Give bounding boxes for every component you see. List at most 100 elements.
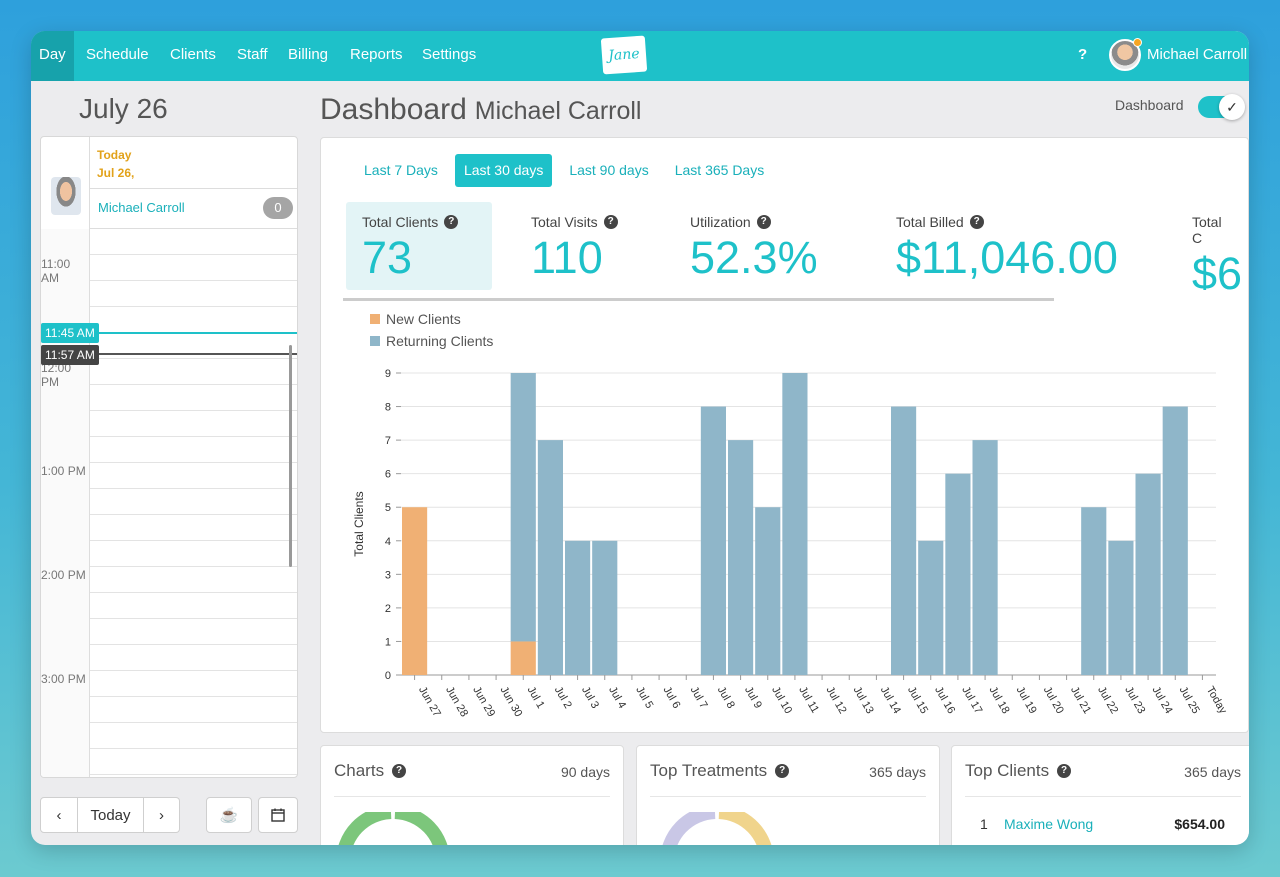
dashboard-toggle[interactable]: ✓ xyxy=(1198,94,1245,120)
calendar-scrollbar[interactable] xyxy=(289,345,292,567)
legend-swatch xyxy=(370,314,380,324)
stat-label: Total Visits xyxy=(531,214,598,230)
x-tick-label: Jul 11 xyxy=(796,685,821,716)
x-tick-label: Jul 7 xyxy=(688,685,710,711)
stat-total-billed[interactable]: Total Billed? $11,046.00 xyxy=(880,202,1140,290)
nav-settings[interactable]: Settings xyxy=(422,46,477,63)
x-tick-label: Jul 13 xyxy=(851,685,876,716)
y-tick-label: 5 xyxy=(385,502,391,514)
stat-label: Total Billed xyxy=(896,214,964,230)
cursor-time-tag: 11:57 AM xyxy=(41,345,99,365)
coffee-cup-icon: ☕ xyxy=(219,807,239,824)
provider-avatar xyxy=(51,177,81,215)
bar-returning-clients xyxy=(537,440,563,675)
chevron-left-icon: ‹ xyxy=(56,806,62,824)
chart-legend: New Clients Returning Clients xyxy=(370,308,493,352)
x-tick-label: Jul 15 xyxy=(905,685,930,716)
help-icon[interactable]: ? xyxy=(969,215,984,229)
help-icon[interactable]: ? xyxy=(392,764,407,778)
nav-day[interactable]: Day xyxy=(31,31,74,81)
today-header: Today Jul 26, xyxy=(89,137,297,189)
donut-chart xyxy=(662,812,772,845)
clients-bar-chart: 0 1 2 3 4 5 6 7 8 9 Total Clients Jun 27 Jun 28 Jun 2… xyxy=(352,368,1229,720)
calendar-picker-button[interactable] xyxy=(258,797,298,833)
bar-returning-clients xyxy=(1135,473,1161,675)
provider-name[interactable]: Michael Carroll xyxy=(98,200,185,215)
stat-utilization[interactable]: Utilization? 52.3% xyxy=(674,202,854,290)
help-icon[interactable]: ? xyxy=(1078,46,1088,63)
nav-reports[interactable]: Reports xyxy=(350,46,403,63)
x-tick-label: Jul 17 xyxy=(959,685,984,716)
today-date: Jul 26, xyxy=(97,166,135,180)
app-window: Day Schedule Clients Staff Billing Repor… xyxy=(31,31,1249,845)
bar-returning-clients xyxy=(565,540,591,675)
legend-label: Returning Clients xyxy=(386,333,494,349)
nav-billing[interactable]: Billing xyxy=(288,46,329,63)
top-nav: Day Schedule Clients Staff Billing Repor… xyxy=(31,31,1249,81)
stat-value: 52.3% xyxy=(690,232,818,283)
next-day-button[interactable]: › xyxy=(144,797,180,833)
time-label: 3:00 PM xyxy=(41,672,86,686)
x-tick-label: Jun 28 xyxy=(443,685,470,720)
x-tick-label: Jul 4 xyxy=(606,685,628,711)
nav-schedule[interactable]: Schedule xyxy=(86,46,149,63)
legend-label: New Clients xyxy=(386,311,461,327)
x-tick-label: Jul 21 xyxy=(1068,685,1093,716)
y-tick-label: 2 xyxy=(385,603,391,615)
card-range: 365 days xyxy=(1184,764,1241,780)
x-tick-label: Today xyxy=(1204,685,1229,717)
stat-total-clients[interactable]: Total Clients? 73 xyxy=(346,202,492,290)
checkmark-icon: ✓ xyxy=(1219,94,1245,120)
today-label: Today xyxy=(97,148,132,162)
tab-last-7-days[interactable]: Last 7 Days xyxy=(364,162,438,178)
user-avatar[interactable] xyxy=(1109,38,1142,71)
schedule-grid[interactable] xyxy=(89,229,297,777)
x-tick-label: Jul 23 xyxy=(1122,685,1147,716)
card-range: 90 days xyxy=(560,764,610,780)
stat-total-c[interactable]: Total C $6 xyxy=(1176,202,1248,290)
x-tick-label: Jul 12 xyxy=(823,685,848,716)
break-button[interactable]: ☕ xyxy=(206,797,252,833)
help-icon[interactable]: ? xyxy=(1057,764,1072,778)
card-range: 365 days xyxy=(869,764,926,780)
x-tick-label: Jul 18 xyxy=(986,685,1011,716)
y-tick-label: 8 xyxy=(385,402,391,414)
x-tick-label: Jun 30 xyxy=(497,685,524,720)
donut-chart xyxy=(338,812,448,845)
help-icon[interactable]: ? xyxy=(775,764,790,778)
nav-staff[interactable]: Staff xyxy=(237,46,268,63)
x-tick-label: Jul 25 xyxy=(1177,685,1202,716)
calendar-nav: ‹ Today › ☕ xyxy=(40,797,298,833)
legend-returning-clients[interactable]: Returning Clients xyxy=(370,330,493,352)
user-menu[interactable]: Michael Carroll xyxy=(1147,46,1248,63)
day-date-title: July 26 xyxy=(79,93,168,124)
bar-returning-clients xyxy=(1081,507,1107,675)
jane-logo[interactable]: Jane xyxy=(600,35,648,75)
top-clients-card: Top Clients? 365 days 1 Maxime Wong $654… xyxy=(951,745,1249,845)
time-label: 12:00 PM xyxy=(41,361,72,389)
tab-last-30-days[interactable]: Last 30 days xyxy=(454,154,553,187)
x-tick-label: Jul 10 xyxy=(769,685,794,716)
tab-last-90-days[interactable]: Last 90 days xyxy=(569,162,649,178)
nav-clients[interactable]: Clients xyxy=(170,46,216,63)
tab-last-365-days[interactable]: Last 365 Days xyxy=(674,162,765,178)
card-title: Top Treatments xyxy=(650,761,768,780)
provider-column-header[interactable]: Michael Carroll 0 xyxy=(89,189,297,229)
x-tick-label: Jul 19 xyxy=(1014,685,1039,716)
bar-returning-clients xyxy=(1162,406,1188,675)
time-label: 11:00 AM xyxy=(41,257,71,285)
help-icon[interactable]: ? xyxy=(444,215,459,229)
bar-returning-clients xyxy=(945,473,971,675)
time-column: 11:00 AM 12:00 PM 1:00 PM 2:00 PM 3:00 P… xyxy=(41,229,89,777)
today-button[interactable]: Today xyxy=(78,797,144,833)
cursor-time-line xyxy=(41,353,297,355)
stat-total-visits[interactable]: Total Visits? 110 xyxy=(515,202,655,290)
legend-new-clients[interactable]: New Clients xyxy=(370,308,493,330)
prev-day-button[interactable]: ‹ xyxy=(40,797,78,833)
client-name-link[interactable]: Maxime Wong xyxy=(1004,816,1094,832)
help-icon[interactable]: ? xyxy=(756,215,771,229)
legend-swatch xyxy=(370,336,380,346)
dashboard-subtitle: Michael Carroll xyxy=(474,97,642,125)
time-label: 1:00 PM xyxy=(41,464,86,478)
help-icon[interactable]: ? xyxy=(603,215,618,229)
